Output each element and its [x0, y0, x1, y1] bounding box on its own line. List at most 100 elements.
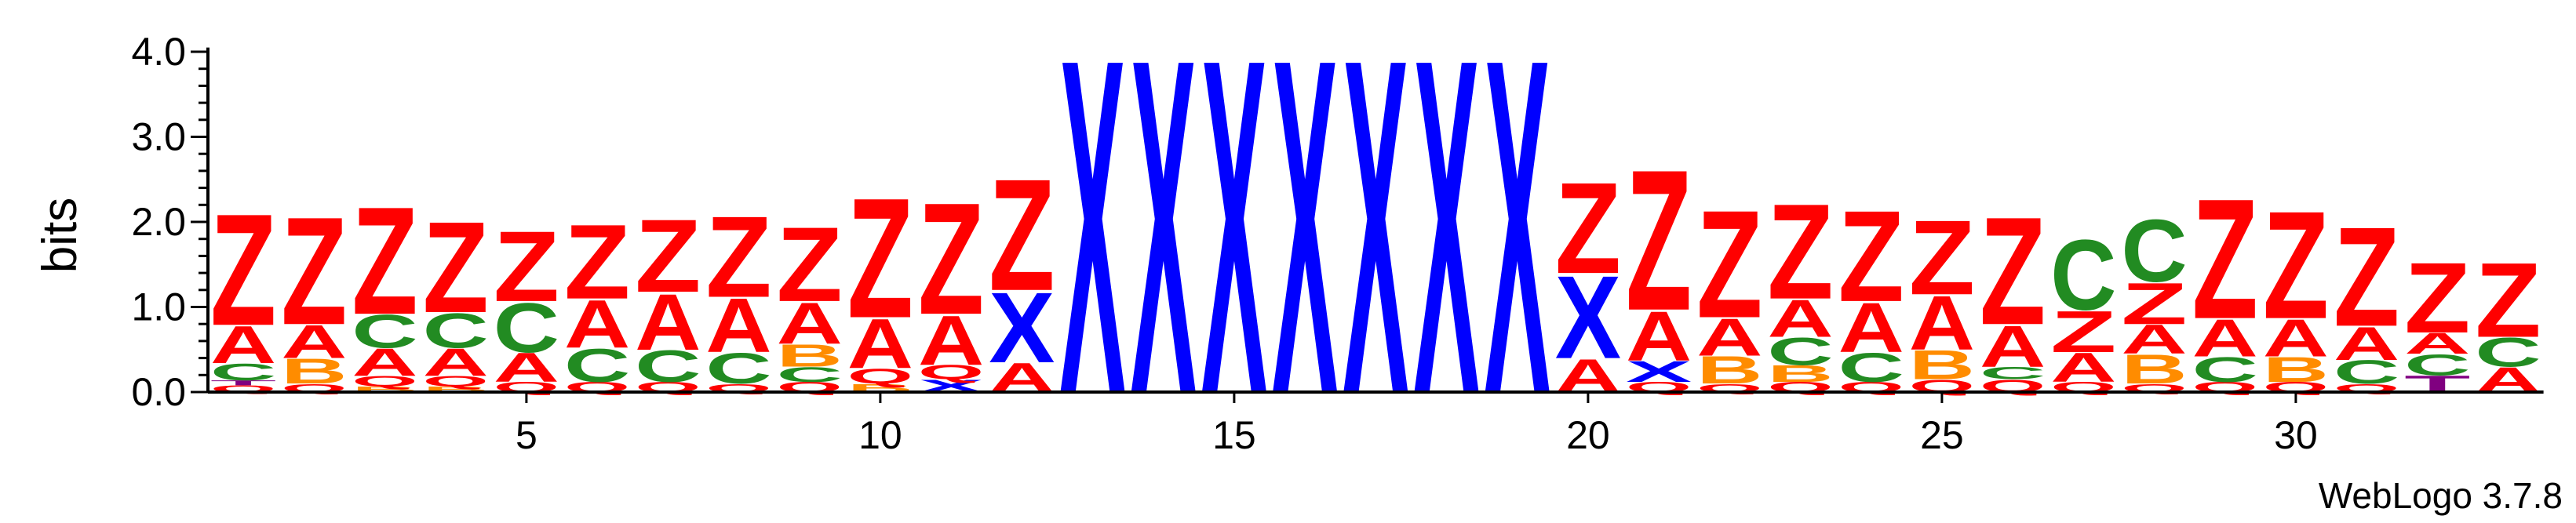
- x-tick-label: 20: [1566, 413, 1610, 457]
- glyph-Z-pos-22: Z: [1696, 179, 1762, 350]
- glyph-C-pos-8: C: [705, 344, 771, 393]
- glyph-C-pos-6: C: [564, 339, 630, 392]
- glyph-T-pos-1: T: [210, 379, 276, 387]
- glyph-B-pos-3: B: [352, 384, 417, 394]
- y-tick-label: 1.0: [131, 285, 186, 329]
- glyph-C-pos-31: C: [2334, 354, 2399, 390]
- glyph-A-pos-30: A: [2263, 309, 2329, 368]
- glyph-A-pos-10: A: [847, 305, 913, 384]
- glyph-A-pos-21: A: [1626, 297, 1692, 376]
- x-tick-label: 30: [2274, 413, 2318, 457]
- glyph-Z-pos-2: Z: [281, 185, 347, 357]
- glyph-B-pos-25: B: [1909, 343, 1975, 389]
- glyph-Z-pos-23: Z: [1767, 176, 1833, 329]
- y-tick-label: 0.0: [131, 370, 186, 414]
- y-tick-label: 3.0: [131, 115, 186, 159]
- glyph-X-pos-21: X: [1626, 355, 1692, 388]
- glyph-A-pos-1: A: [210, 316, 276, 375]
- glyph-X-pos-18: X: [1413, 0, 1480, 494]
- glyph-A-pos-3: A: [352, 340, 417, 383]
- plot-area: QTCAZQBAZBQACZBQACZQACZQCAZQCAZQCAZQCBAZ…: [210, 0, 2541, 494]
- glyph-Z-pos-24: Z: [1838, 184, 1904, 329]
- glyph-C-pos-33: C: [2475, 329, 2541, 376]
- glyph-Z-pos-26: Z: [1980, 185, 2046, 357]
- glyph-A-pos-22: A: [1696, 308, 1762, 367]
- glyph-Z-pos-25: Z: [1909, 198, 1975, 317]
- x-tick-label: 10: [858, 413, 902, 457]
- glyph-B-pos-9: B: [777, 338, 843, 374]
- glyph-Q-pos-11: Q: [918, 361, 984, 384]
- y-tick-label: 4.0: [131, 30, 186, 74]
- glyph-Z-pos-11: Z: [918, 169, 984, 347]
- glyph-B-pos-28: B: [2121, 347, 2187, 393]
- glyph-C-pos-23: C: [1767, 329, 1833, 372]
- glyph-Z-pos-12: Z: [989, 146, 1055, 324]
- y-axis-label: bits: [33, 198, 87, 273]
- glyph-Z-pos-27: Z: [2050, 298, 2116, 365]
- glyph-Z-pos-31: Z: [2334, 198, 2399, 356]
- glyph-Z-pos-33: Z: [2475, 240, 2541, 359]
- y-tick-label: 2.0: [131, 200, 186, 244]
- glyph-A-pos-5: A: [494, 345, 559, 391]
- glyph-A-pos-4: A: [423, 340, 489, 383]
- glyph-B-pos-22: B: [1696, 348, 1762, 391]
- glyph-Z-pos-32: Z: [2404, 242, 2470, 354]
- x-axis: 5 10 15 20 25 30: [208, 390, 2544, 457]
- glyph-A-pos-31: A: [2334, 317, 2399, 370]
- glyph-Z-pos-20: Z: [1555, 156, 1621, 301]
- glyph-A-pos-32: A: [2404, 328, 2470, 361]
- glyph-A-pos-29: A: [2192, 309, 2258, 368]
- glyph-A-pos-24: A: [1838, 289, 1904, 368]
- glyph-Z-pos-4: Z: [423, 195, 489, 340]
- glyph-C-pos-1: C: [210, 359, 276, 386]
- glyph-Q-pos-3: Q: [352, 373, 417, 389]
- glyph-C-pos-29: C: [2192, 350, 2258, 390]
- glyph-X-pos-20: X: [1555, 252, 1621, 383]
- glyph-A-pos-7: A: [635, 278, 701, 367]
- glyph-C-pos-24: C: [1838, 345, 1904, 391]
- glyph-A-pos-25: A: [1909, 281, 1975, 366]
- glyph-A-pos-28: A: [2121, 317, 2187, 363]
- glyph-X-pos-15: X: [1201, 0, 1268, 494]
- glyph-C-pos-5: C: [494, 289, 559, 368]
- glyph-A-pos-11: A: [918, 302, 984, 381]
- glyph-C-pos-9: C: [777, 362, 843, 386]
- glyph-A-pos-27: A: [2050, 345, 2116, 391]
- glyph-Z-pos-6: Z: [564, 202, 630, 321]
- glyph-Z-pos-21: Z: [1626, 128, 1692, 352]
- glyph-Z-pos-29: Z: [2192, 163, 2258, 354]
- glyph-Z-pos-3: Z: [352, 175, 417, 347]
- glyph-Z-pos-28: Z: [2121, 271, 2187, 337]
- glyph-Q-pos-4: Q: [423, 373, 489, 389]
- x-tick-label: 15: [1212, 413, 1256, 457]
- glyph-C-pos-4: C: [423, 303, 489, 358]
- glyph-Z-pos-1: Z: [210, 180, 276, 358]
- glyph-Z-pos-7: Z: [635, 198, 701, 314]
- credit-label: WebLogo 3.7.8: [2319, 475, 2563, 516]
- x-tick-label: 25: [1920, 413, 1964, 457]
- glyph-C-pos-3: C: [352, 305, 417, 358]
- glyph-X-pos-19: X: [1485, 0, 1551, 494]
- glyph-C-pos-28: C: [2121, 202, 2187, 301]
- glyph-Z-pos-5: Z: [494, 211, 559, 322]
- glyph-X-pos-14: X: [1131, 0, 1197, 494]
- glyph-B-pos-23: B: [1767, 361, 1833, 387]
- glyph-Z-pos-9: Z: [777, 205, 843, 324]
- glyph-A-pos-9: A: [777, 290, 843, 356]
- glyph-Z-pos-10: Z: [847, 162, 913, 354]
- glyph-X-pos-12: X: [989, 271, 1055, 383]
- glyph-C-pos-32: C: [2404, 349, 2470, 382]
- glyph-A-pos-6: A: [564, 286, 630, 363]
- glyph-A-pos-23: A: [1767, 289, 1833, 348]
- glyph-X-pos-17: X: [1343, 0, 1409, 494]
- glyph-C-pos-26: C: [1980, 363, 2046, 383]
- y-axis: 0.0 1.0 2.0 3.0 4.0: [131, 30, 210, 414]
- glyph-Z-pos-8: Z: [705, 193, 771, 321]
- glyph-Q-pos-10: Q: [847, 365, 913, 388]
- x-tick-label: 5: [516, 413, 537, 457]
- glyph-C-pos-7: C: [635, 342, 701, 392]
- glyph-B-pos-30: B: [2263, 350, 2329, 390]
- glyph-A-pos-26: A: [1980, 313, 2046, 379]
- glyph-X-pos-16: X: [1272, 0, 1339, 494]
